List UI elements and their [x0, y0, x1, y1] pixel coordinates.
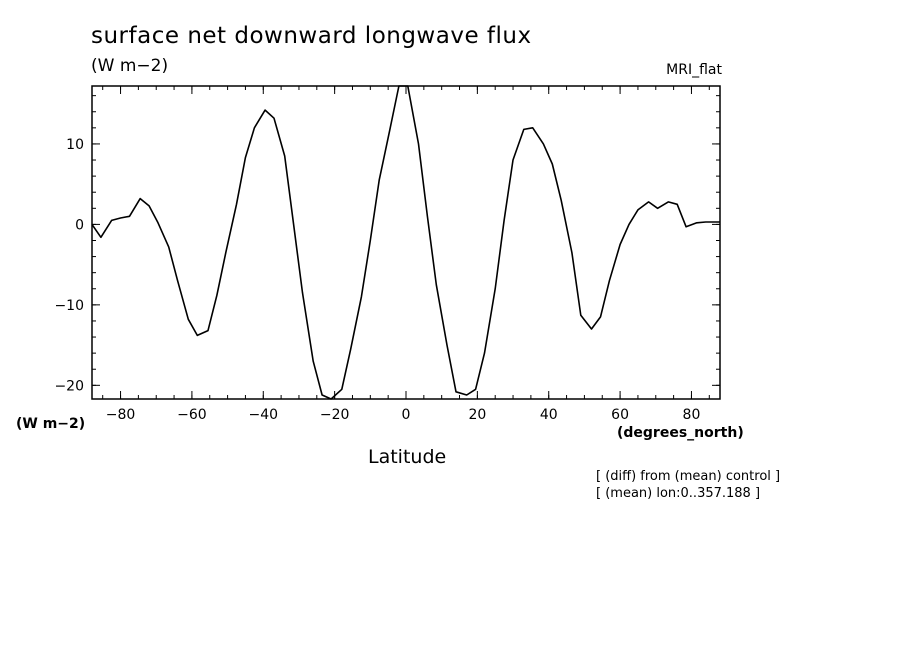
- x-tick-label: 80: [683, 407, 701, 423]
- x-tick-label: −20: [320, 407, 350, 423]
- y-axis-units: (W m−2): [16, 416, 86, 432]
- note-diff: [ (diff) from (mean) control ]: [596, 469, 781, 484]
- axis-ticks: [92, 86, 720, 399]
- x-tick-label: −80: [106, 407, 136, 423]
- x-axis-label: Latitude: [368, 446, 447, 468]
- y-tick-label: −10: [54, 298, 84, 314]
- x-axis-units: (degrees_north): [617, 425, 744, 441]
- x-tick-label: −40: [248, 407, 278, 423]
- y-tick-label: 0: [75, 217, 84, 233]
- note-mean: [ (mean) lon:0..357.188 ]: [596, 486, 761, 501]
- y-tick-label: −20: [54, 378, 84, 394]
- chart-units-label: (W m−2): [91, 56, 169, 76]
- axis-tick-labels: −80 −60 −40 −20 0 20 40 60 80 −20 −10 0 10: [54, 137, 700, 423]
- x-tick-label: 20: [468, 407, 486, 423]
- y-tick-label: 10: [66, 137, 84, 153]
- model-label: MRI_flat: [666, 62, 722, 78]
- x-tick-label: −60: [177, 407, 207, 423]
- plot-frame: [91, 85, 721, 400]
- x-tick-label: 0: [402, 407, 411, 423]
- x-tick-label: 40: [540, 407, 558, 423]
- data-series-line: [91, 85, 720, 400]
- x-tick-label: 60: [611, 407, 629, 423]
- chart-title: surface net downward longwave flux: [91, 23, 532, 49]
